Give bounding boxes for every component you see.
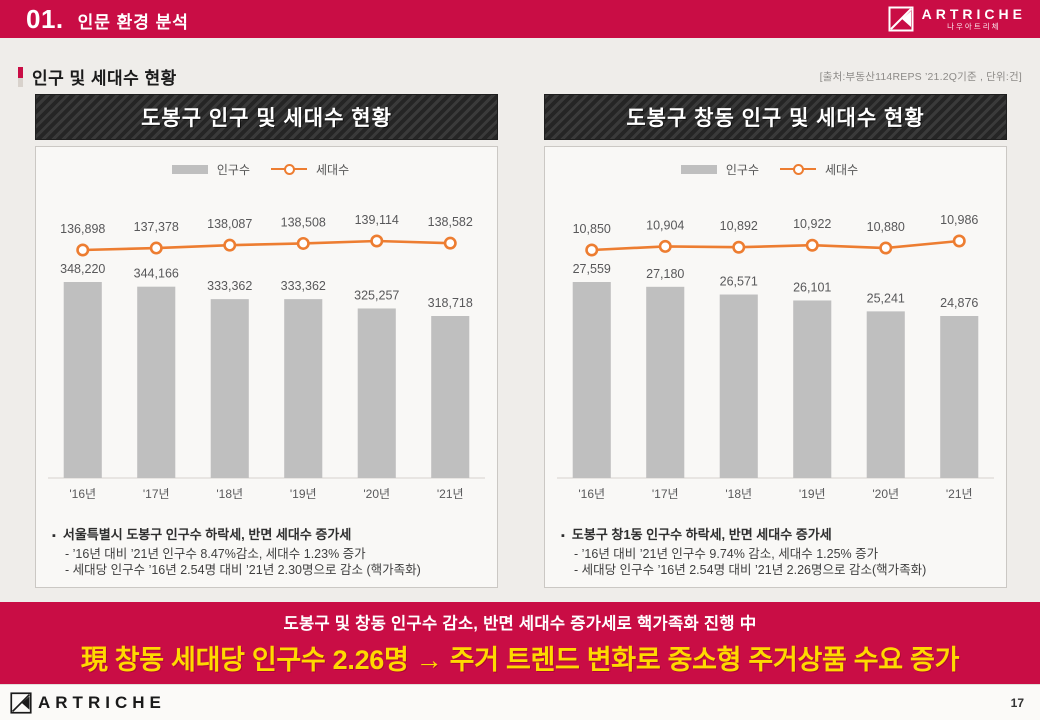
footer-logo-text: ARTRICHE [38, 692, 166, 712]
svg-text:10,892: 10,892 [720, 219, 758, 233]
changdong-column: 도봉구 창동 인구 및 세대수 현황 인구수 세대수 27,559'16년 27,… [544, 94, 1007, 588]
section-number: 01. [26, 3, 64, 34]
svg-text:'18년: '18년 [216, 487, 243, 501]
bar-legend-label: 인구수 [216, 162, 250, 177]
note-line: - 세대당 인구수 ’16년 2.54명 대비 ’21년 2.26명으로 감소(… [574, 563, 927, 578]
population-household-chart-changdong: 27,559 '16년 27,180 '17년 26,571 '18년 26,101 '19년… [557, 213, 994, 501]
svg-text:333,362: 333,362 [207, 279, 252, 293]
line-legend-swatch [271, 164, 307, 175]
note-line: - ’16년 대비 ’21년 인구수 9.74% 감소, 세대수 1.25% 증… [574, 547, 879, 561]
legend-dobong: 인구수 세대수 [46, 158, 487, 180]
svg-text:348,220: 348,220 [60, 262, 105, 276]
svg-text:138,508: 138,508 [281, 215, 326, 229]
svg-text:'17년: '17년 [652, 487, 679, 501]
line-legend-swatch [780, 164, 816, 175]
brand-name: ARTRICHE [921, 6, 1026, 23]
svg-text:'21년: '21년 [437, 487, 464, 501]
svg-text:10,850: 10,850 [573, 222, 611, 236]
svg-text:'18년: '18년 [725, 487, 752, 501]
svg-text:26,101: 26,101 [793, 280, 831, 294]
bar-legend-swatch [171, 164, 208, 174]
dobong-column: 도봉구 인구 및 세대수 현황 인구수 세대수 348,220 '16년 344,1… [35, 94, 498, 588]
header-left: 01. 인문 환경 분석 [26, 4, 189, 35]
svg-text:318,718: 318,718 [428, 296, 473, 310]
line-legend-label: 세대수 [316, 162, 350, 177]
brand-logo: ARTRICHE 나우아트리체 [888, 6, 1026, 32]
svg-text:138,582: 138,582 [428, 215, 473, 229]
svg-text:138,087: 138,087 [207, 217, 252, 231]
footer-logo-icon [10, 691, 32, 714]
brand-logo-icon [888, 6, 914, 32]
svg-text:27,180: 27,180 [646, 267, 684, 281]
chart-panel-changdong: 인구수 세대수 27,559 '16년 27,180 '17년 26,571 '18년 26… [544, 146, 1007, 588]
bar-legend-label: 인구수 [725, 162, 759, 177]
svg-text:26,571: 26,571 [720, 275, 758, 289]
svg-text:24,876: 24,876 [940, 296, 978, 310]
conclusion-banner: 도봉구 및 창동 인구수 감소, 반면 세대수 증가세로 핵가족화 진행 中 現… [0, 602, 1040, 684]
svg-text:'19년: '19년 [290, 487, 317, 501]
population-household-chart-dobong: 348,220 '16년 344,166 '17년 333,362 '18년 333,362… [48, 213, 485, 501]
note-head: 서울특별시 도봉구 인구수 하락세, 반면 세대수 증가세 [52, 524, 487, 543]
section-title: 인구 및 세대수 현황 [32, 69, 177, 88]
section-heading-row: 인구 및 세대수 현황 [출처:부동산114REPS ’21.2Q기준 , 단위… [0, 38, 1040, 94]
note-line: - 세대당 인구수 ’16년 2.54명 대비 ’21년 2.30명으로 감소 … [65, 563, 421, 578]
brand-subtitle: 나우아트리체 [947, 21, 1001, 31]
footer: ARTRICHE 17 [0, 684, 1040, 720]
svg-text:'17년: '17년 [143, 487, 170, 501]
line-legend-label: 세대수 [825, 162, 859, 177]
chart-title-bar-changdong: 도봉구 창동 인구 및 세대수 현황 [544, 94, 1007, 140]
chart-title-bar-dobong: 도봉구 인구 및 세대수 현황 [35, 94, 498, 140]
source-note: [출처:부동산114REPS ’21.2Q기준 , 단위:건] [819, 71, 1022, 83]
brand-text: ARTRICHE 나우아트리체 [921, 6, 1026, 31]
banner-highlight-line: 現 창동 세대당 인구수 2.26명 → 주거 트렌드 변화로 중소형 주거상품… [80, 644, 960, 675]
banner-summary-line: 도봉구 및 창동 인구수 감소, 반면 세대수 증가세로 핵가족화 진행 中 [283, 614, 757, 633]
legend-changdong: 인구수 세대수 [555, 158, 996, 180]
svg-text:'16년: '16년 [69, 487, 96, 501]
svg-text:136,898: 136,898 [60, 222, 105, 236]
chart-title-changdong: 도봉구 창동 인구 및 세대수 현황 [626, 107, 925, 130]
svg-text:10,904: 10,904 [646, 218, 684, 232]
chart-panel-dobong: 인구수 세대수 348,220 '16년 344,166 '17년 333,362 '18… [35, 146, 498, 588]
svg-text:139,114: 139,114 [355, 213, 399, 227]
chart-title-dobong: 도봉구 인구 및 세대수 현황 [141, 107, 392, 130]
svg-text:344,166: 344,166 [134, 267, 179, 281]
page-number: 17 [1010, 695, 1024, 710]
svg-text:10,986: 10,986 [940, 213, 978, 227]
svg-text:333,362: 333,362 [281, 279, 326, 293]
bar-legend-swatch [680, 164, 717, 174]
top-header-bar: 01. 인문 환경 분석 ARTRICHE 나우아트리체 [0, 0, 1040, 38]
notes-changdong: 도봉구 창1동 인구수 하락세, 반면 세대수 증가세 - ’16년 대비 ’2… [555, 524, 996, 579]
svg-text:'21년: '21년 [946, 487, 973, 501]
svg-text:10,880: 10,880 [867, 220, 905, 234]
svg-text:'20년: '20년 [363, 487, 390, 501]
section-accent-bar [18, 66, 23, 87]
svg-text:25,241: 25,241 [867, 291, 905, 305]
note-line: - ’16년 대비 ’21년 인구수 8.47%감소, 세대수 1.23% 증가 [65, 547, 366, 561]
note-head: 도봉구 창1동 인구수 하락세, 반면 세대수 증가세 [561, 524, 996, 543]
svg-text:'19년: '19년 [799, 487, 826, 501]
chart-columns: 도봉구 인구 및 세대수 현황 인구수 세대수 348,220 '16년 344,1… [0, 94, 1040, 588]
svg-text:27,559: 27,559 [573, 262, 611, 276]
svg-text:'20년: '20년 [872, 487, 899, 501]
svg-text:10,922: 10,922 [793, 217, 831, 231]
footer-logo: ARTRICHE [10, 691, 166, 714]
svg-text:325,257: 325,257 [354, 288, 399, 302]
svg-text:'16년: '16년 [578, 487, 605, 501]
svg-text:137,378: 137,378 [134, 220, 179, 234]
notes-dobong: 서울특별시 도봉구 인구수 하락세, 반면 세대수 증가세 - ’16년 대비 … [46, 524, 487, 579]
header-title: 인문 환경 분석 [77, 12, 189, 32]
